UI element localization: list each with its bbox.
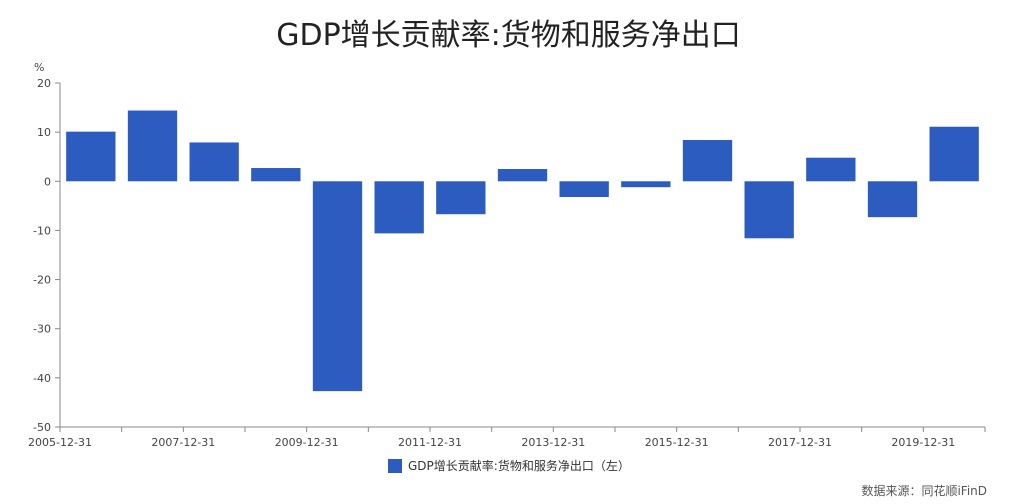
y-tick-label: -50 bbox=[33, 421, 51, 434]
bar-2013-12-31 bbox=[559, 181, 609, 198]
legend[interactable]: GDP增长贡献率:货物和服务净出口（左） bbox=[388, 457, 630, 474]
y-tick-label: -30 bbox=[33, 323, 51, 336]
bar-2014-12-31 bbox=[621, 181, 671, 188]
bar-2017-12-31 bbox=[806, 157, 856, 182]
x-tick-label: 2009-12-31 bbox=[275, 436, 339, 449]
bar-2011-12-31 bbox=[436, 181, 486, 215]
y-tick-label: -10 bbox=[33, 224, 51, 237]
bar-2019-12-31 bbox=[929, 126, 979, 182]
x-tick-label: 2017-12-31 bbox=[768, 436, 832, 449]
bar-2008-12-31 bbox=[251, 168, 301, 182]
bar-2010-12-31 bbox=[374, 181, 424, 234]
bar-2009-12-31 bbox=[312, 181, 363, 392]
bar-2007-12-31 bbox=[189, 142, 239, 182]
y-tick-label: 0 bbox=[44, 175, 51, 188]
x-tick-label: 2015-12-31 bbox=[645, 436, 709, 449]
x-tick-label: 2013-12-31 bbox=[521, 436, 585, 449]
source-note: 数据来源：同花顺iFinD bbox=[861, 484, 987, 498]
bar-2006-12-31 bbox=[127, 110, 178, 182]
y-tick-label: -20 bbox=[33, 274, 51, 287]
y-tick-label: 10 bbox=[37, 126, 51, 139]
bar-2018-12-31 bbox=[867, 181, 918, 218]
legend-swatch bbox=[388, 458, 402, 473]
x-tick-label: 2019-12-31 bbox=[891, 436, 955, 449]
y-tick-label: 20 bbox=[37, 77, 51, 90]
bar-2016-12-31 bbox=[744, 181, 794, 239]
bar-2015-12-31 bbox=[682, 140, 733, 182]
y-tick-label: -40 bbox=[33, 372, 51, 385]
bar-2012-12-31 bbox=[497, 169, 548, 182]
legend-label: GDP增长贡献率:货物和服务净出口（左） bbox=[408, 459, 630, 473]
x-tick-label: 2005-12-31 bbox=[28, 436, 92, 449]
x-tick-label: 2011-12-31 bbox=[398, 436, 462, 449]
x-tick-label: 2007-12-31 bbox=[151, 436, 215, 449]
chart-title: GDP增长贡献率:货物和服务净出口 bbox=[276, 18, 741, 53]
bar-2005-12-31 bbox=[66, 131, 116, 182]
y-axis-unit: % bbox=[34, 61, 44, 74]
